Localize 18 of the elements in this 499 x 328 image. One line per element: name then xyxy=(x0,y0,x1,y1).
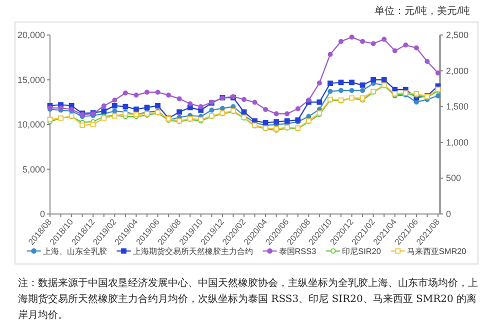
y2-tick-label: 1,000 xyxy=(446,137,469,148)
y-tick-label: 0 xyxy=(40,209,45,219)
legend-label: 印尼SIR20 xyxy=(342,247,382,256)
y2-tick-label: 2,000 xyxy=(446,66,469,76)
legend-label: 上海、山东全乳胶 xyxy=(42,247,107,256)
y-tick-label: 20,000 xyxy=(17,30,45,40)
y2-tick-label: 1,500 xyxy=(446,102,469,112)
y-tick-label: 15,000 xyxy=(17,74,45,85)
y-tick-label: 5,000 xyxy=(22,164,45,174)
y2-tick-label: 2,500 xyxy=(446,30,469,40)
chart-subtitle: 单位：元/吨，美元/吨 xyxy=(374,5,470,17)
legend-label: 泰国RSS3 xyxy=(278,247,317,256)
text: 注：数据来源于中国农垦经济发展中心、中国天然橡胶协会，主纵坐标为全乳胶上海、山东市场均价，上海期货交易所天然橡胶主力合约月均价，次纵坐标为泰国 RSS3、印尼 SIR20、马来西亚 SMR20 的离岸月均价。 xyxy=(18,276,479,323)
legend-label: 上海期货交易所天然橡胶主力合约 xyxy=(132,247,253,256)
y2-tick-label: 0 xyxy=(446,209,452,219)
y2-tick-label: 500 xyxy=(446,173,462,184)
legend-label: 马来西亚SMR20 xyxy=(406,247,467,256)
y-tick-label: 10,000 xyxy=(17,120,45,130)
